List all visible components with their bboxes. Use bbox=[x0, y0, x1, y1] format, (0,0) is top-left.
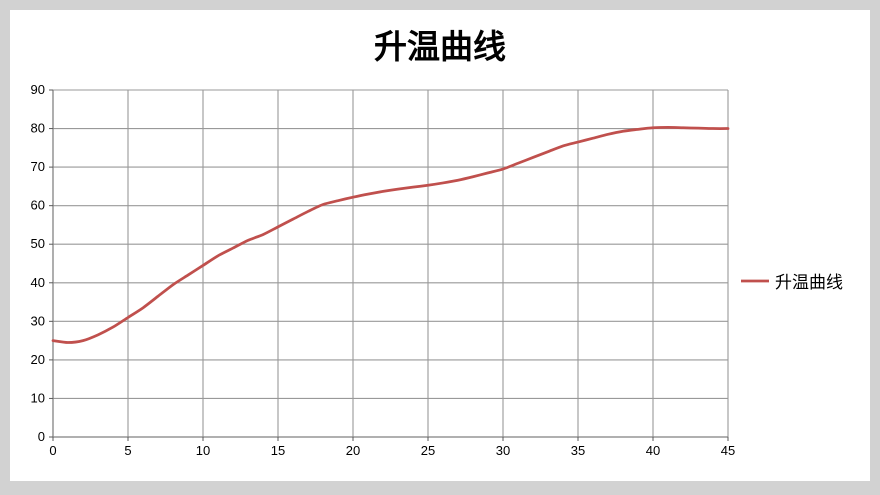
svg-text:60: 60 bbox=[31, 198, 45, 213]
svg-text:0: 0 bbox=[49, 443, 56, 458]
svg-text:30: 30 bbox=[31, 313, 45, 328]
svg-text:35: 35 bbox=[571, 443, 585, 458]
svg-text:15: 15 bbox=[271, 443, 285, 458]
svg-text:25: 25 bbox=[421, 443, 435, 458]
svg-text:20: 20 bbox=[31, 352, 45, 367]
svg-text:50: 50 bbox=[31, 236, 45, 251]
svg-text:80: 80 bbox=[31, 121, 45, 136]
svg-text:20: 20 bbox=[346, 443, 360, 458]
svg-text:90: 90 bbox=[31, 82, 45, 97]
svg-text:45: 45 bbox=[721, 443, 735, 458]
svg-text:0: 0 bbox=[38, 429, 45, 444]
svg-text:5: 5 bbox=[124, 443, 131, 458]
svg-text:40: 40 bbox=[646, 443, 660, 458]
svg-text:70: 70 bbox=[31, 159, 45, 174]
svg-text:10: 10 bbox=[31, 390, 45, 405]
svg-text:10: 10 bbox=[196, 443, 210, 458]
svg-text:40: 40 bbox=[31, 275, 45, 290]
svg-text:升温曲线: 升温曲线 bbox=[775, 273, 843, 292]
svg-text:30: 30 bbox=[496, 443, 510, 458]
